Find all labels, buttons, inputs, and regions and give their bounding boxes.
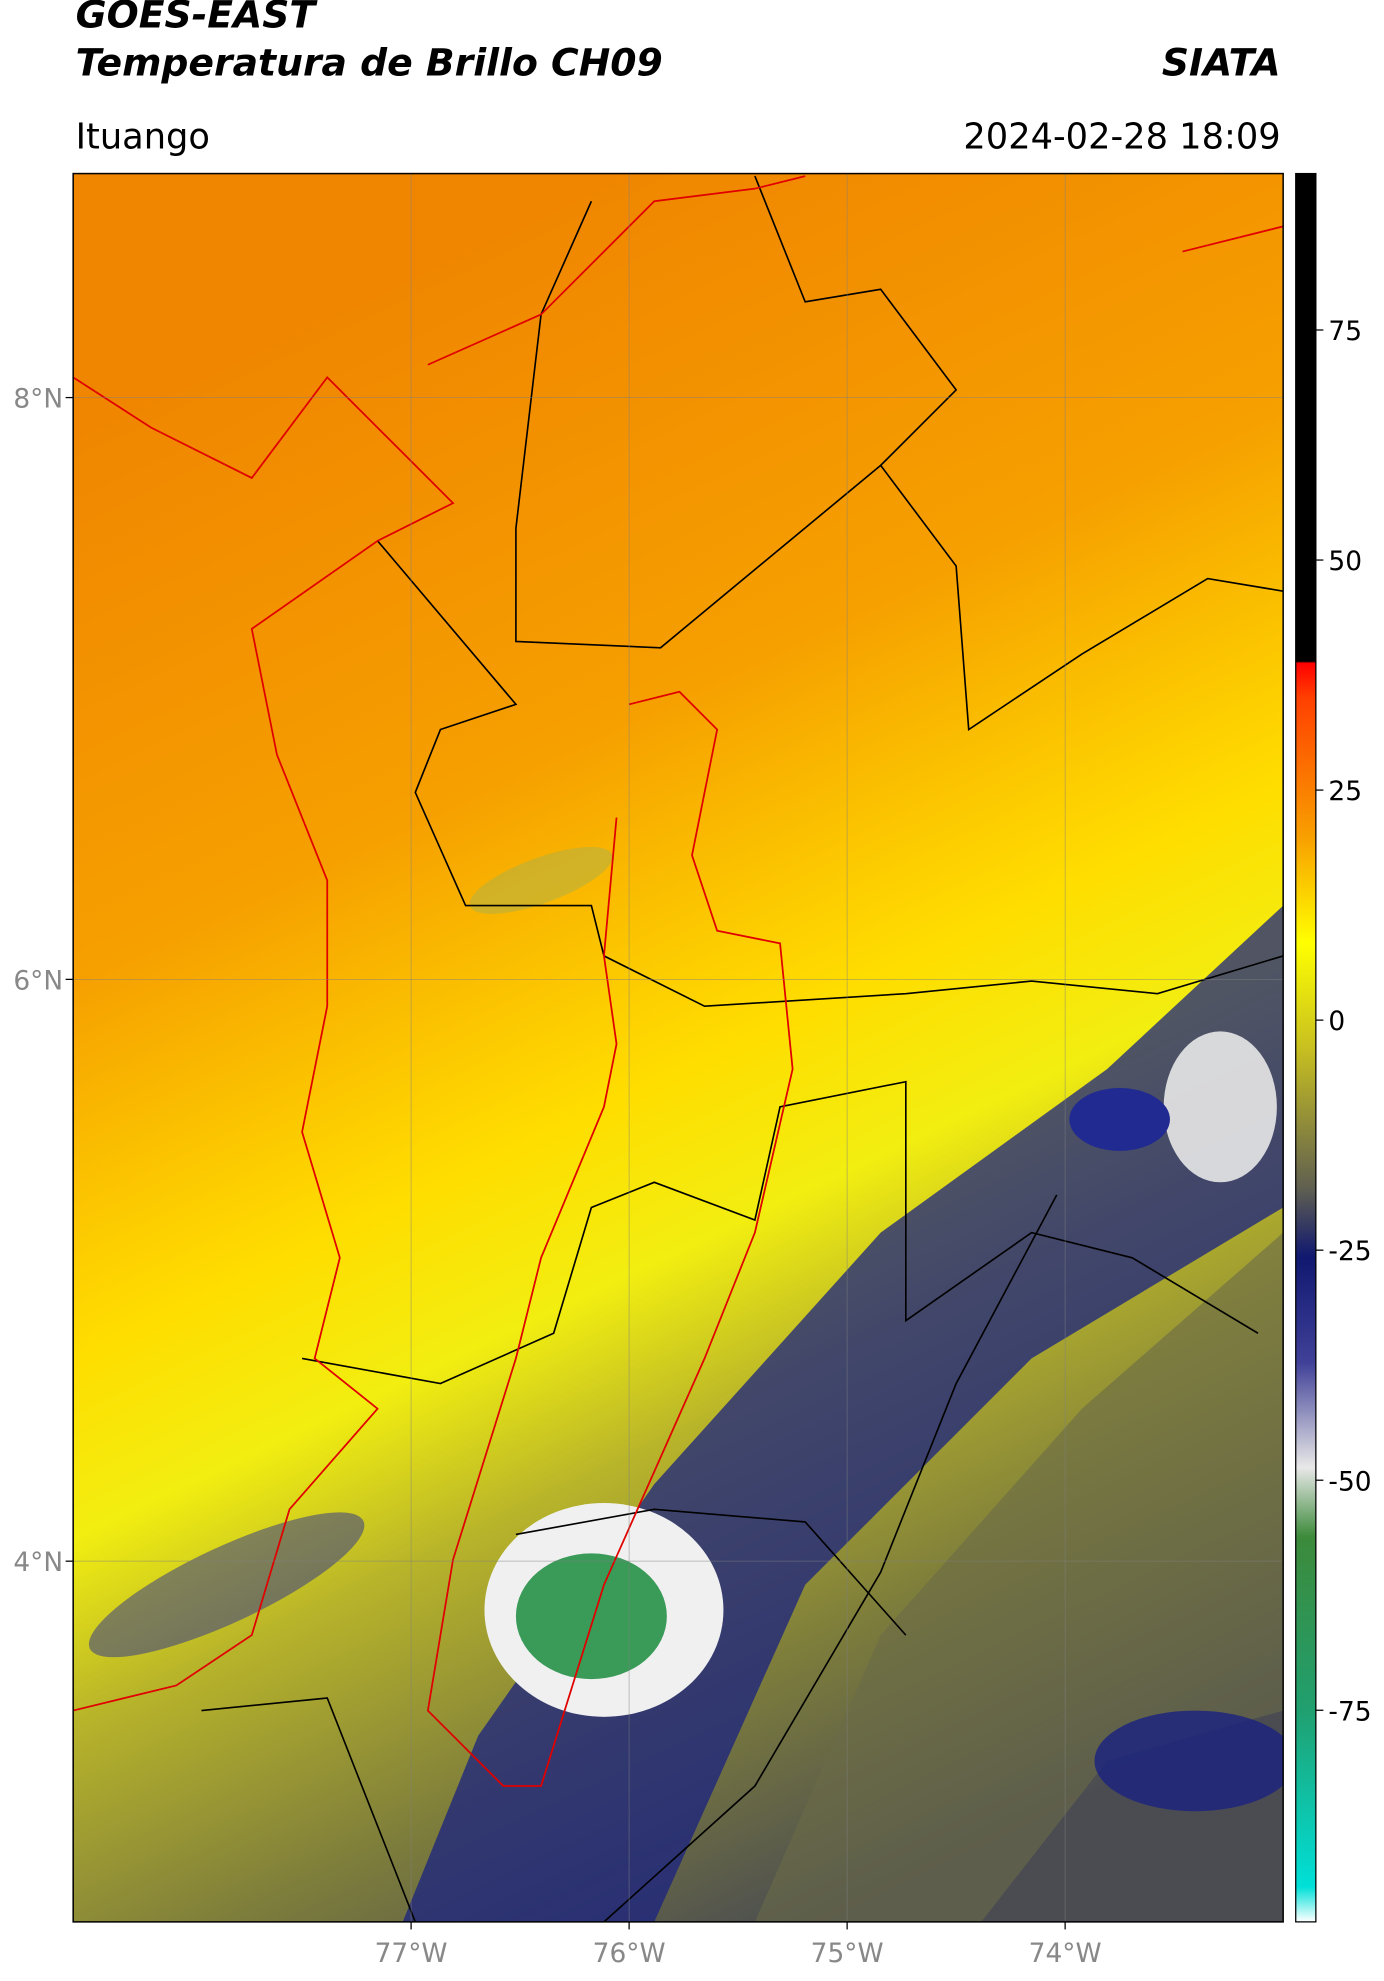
colorbar-tick-label: 25 [1328,776,1362,807]
colorbar-tick-label: -75 [1328,1696,1371,1727]
x-tick-label: 74°W [1029,1938,1102,1969]
y-tick-label: 8°N [13,384,63,415]
x-tick-label: 75°W [811,1938,884,1969]
colorbar-tick-label: 75 [1328,316,1362,347]
colorbar-tick-label: -25 [1328,1236,1371,1267]
organization: SIATA [1162,40,1281,84]
colorbar-tick-label: -50 [1328,1466,1371,1497]
colorbar-tick-label: 50 [1328,546,1362,577]
colorbar [1295,172,1317,1923]
y-tick-label: 6°N [13,965,63,996]
x-tick-label: 77°W [375,1938,448,1969]
title: Temperatura de Brillo CH09 [76,40,663,84]
title: GOES-EAST [76,0,319,37]
colorbar-tick-label: 0 [1328,1006,1345,1037]
x-tick-label: 76°W [593,1938,666,1969]
map-frame [72,172,1284,1923]
location: Ituango [76,116,210,157]
datetime: 2024-02-28 18:09 [963,116,1280,157]
y-tick-label: 4°N [13,1547,63,1578]
map-image [73,173,1284,1922]
